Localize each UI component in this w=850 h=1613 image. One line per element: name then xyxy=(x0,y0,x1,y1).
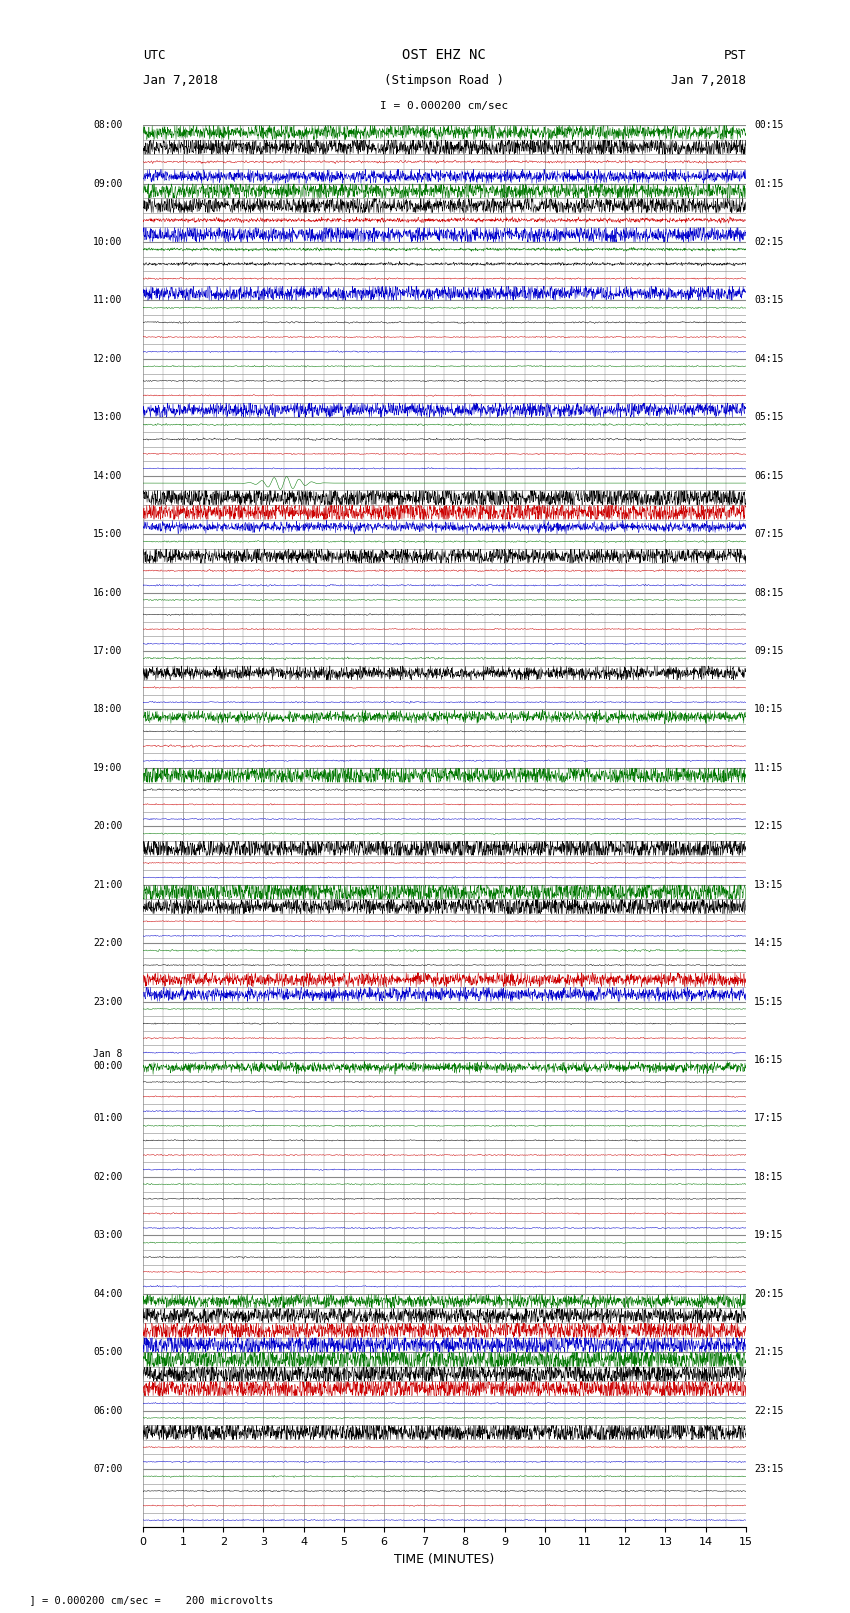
Text: 16:15: 16:15 xyxy=(754,1055,783,1065)
Text: 05:15: 05:15 xyxy=(754,413,783,423)
Text: PST: PST xyxy=(723,48,745,63)
Text: 05:00: 05:00 xyxy=(94,1347,122,1357)
Text: 02:15: 02:15 xyxy=(754,237,783,247)
Text: 08:00: 08:00 xyxy=(94,121,122,131)
Text: 18:15: 18:15 xyxy=(754,1173,783,1182)
Text: 20:00: 20:00 xyxy=(94,821,122,831)
Text: 13:00: 13:00 xyxy=(94,413,122,423)
Text: I = 0.000200 cm/sec: I = 0.000200 cm/sec xyxy=(380,102,508,111)
Text: UTC: UTC xyxy=(143,48,166,63)
Text: 21:00: 21:00 xyxy=(94,879,122,890)
Text: 19:15: 19:15 xyxy=(754,1231,783,1240)
Text: 11:00: 11:00 xyxy=(94,295,122,305)
Text: 07:15: 07:15 xyxy=(754,529,783,539)
Text: Jan 7,2018: Jan 7,2018 xyxy=(671,74,745,87)
Text: 17:15: 17:15 xyxy=(754,1113,783,1124)
Text: 04:15: 04:15 xyxy=(754,353,783,365)
Text: 03:15: 03:15 xyxy=(754,295,783,305)
Text: 23:00: 23:00 xyxy=(94,997,122,1007)
Text: 23:15: 23:15 xyxy=(754,1465,783,1474)
Text: 02:00: 02:00 xyxy=(94,1173,122,1182)
Text: 17:00: 17:00 xyxy=(94,647,122,656)
Text: 22:15: 22:15 xyxy=(754,1405,783,1416)
Text: 15:15: 15:15 xyxy=(754,997,783,1007)
Text: 07:00: 07:00 xyxy=(94,1465,122,1474)
Text: 03:00: 03:00 xyxy=(94,1231,122,1240)
Text: (Stimpson Road ): (Stimpson Road ) xyxy=(384,74,504,87)
Text: 01:15: 01:15 xyxy=(754,179,783,189)
Text: 14:00: 14:00 xyxy=(94,471,122,481)
Text: 12:15: 12:15 xyxy=(754,821,783,831)
Text: 22:00: 22:00 xyxy=(94,939,122,948)
Text: 19:00: 19:00 xyxy=(94,763,122,773)
Text: Jan 7,2018: Jan 7,2018 xyxy=(143,74,218,87)
Text: 01:00: 01:00 xyxy=(94,1113,122,1124)
Text: 06:15: 06:15 xyxy=(754,471,783,481)
Text: 12:00: 12:00 xyxy=(94,353,122,365)
Text: 04:00: 04:00 xyxy=(94,1289,122,1298)
Text: 06:00: 06:00 xyxy=(94,1405,122,1416)
Text: 09:15: 09:15 xyxy=(754,647,783,656)
Text: 20:15: 20:15 xyxy=(754,1289,783,1298)
Text: 18:00: 18:00 xyxy=(94,705,122,715)
X-axis label: TIME (MINUTES): TIME (MINUTES) xyxy=(394,1553,495,1566)
Text: 13:15: 13:15 xyxy=(754,879,783,890)
Text: 14:15: 14:15 xyxy=(754,939,783,948)
Text: Jan 8
00:00: Jan 8 00:00 xyxy=(94,1048,122,1071)
Text: 10:15: 10:15 xyxy=(754,705,783,715)
Text: 08:15: 08:15 xyxy=(754,587,783,598)
Text: 09:00: 09:00 xyxy=(94,179,122,189)
Text: 21:15: 21:15 xyxy=(754,1347,783,1357)
Text: 10:00: 10:00 xyxy=(94,237,122,247)
Text: 11:15: 11:15 xyxy=(754,763,783,773)
Text: ] = 0.000200 cm/sec =    200 microvolts: ] = 0.000200 cm/sec = 200 microvolts xyxy=(17,1595,273,1605)
Text: OST EHZ NC: OST EHZ NC xyxy=(402,48,486,63)
Text: 15:00: 15:00 xyxy=(94,529,122,539)
Text: 00:15: 00:15 xyxy=(754,121,783,131)
Text: 16:00: 16:00 xyxy=(94,587,122,598)
